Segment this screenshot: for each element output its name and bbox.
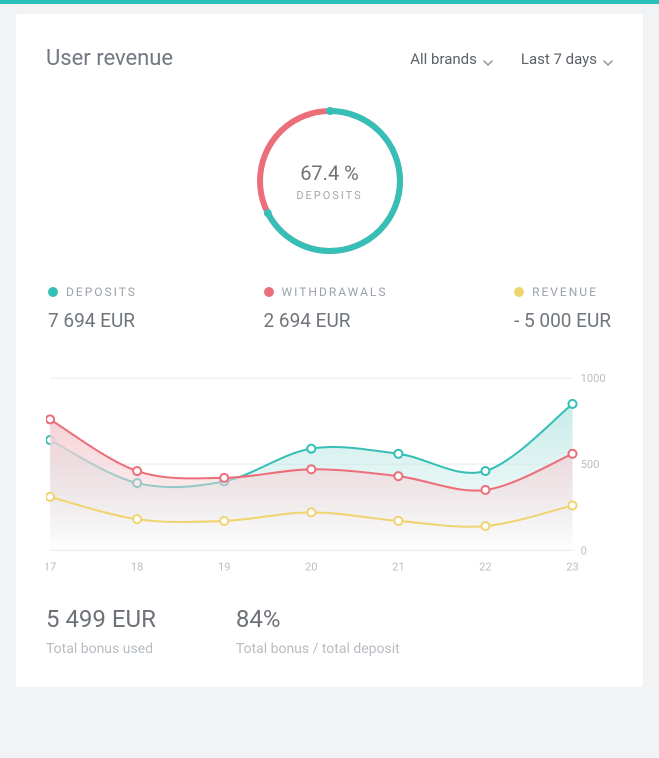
bonus-used-value: 5 499 EUR [46, 605, 156, 633]
metric-label: REVENUE [514, 285, 611, 299]
card-header: User revenue All brands Last 7 days [46, 46, 613, 71]
bonus-ratio-metric: 84% Total bonus / total deposit [236, 605, 400, 657]
donut-container: 67.4 % DEPOSITS [46, 101, 613, 261]
donut-percent: 67.4 % [300, 161, 359, 185]
brand-selector-label: All brands [410, 50, 477, 68]
card-title: User revenue [46, 46, 173, 71]
svg-text:21: 21 [392, 560, 405, 573]
line-chart-container: 0 500 1000 17 18 19 20 21 22 23 [46, 372, 613, 575]
metric-withdrawals: WITHDRAWALS 2 694 EUR [264, 285, 388, 332]
line-chart: 0 500 1000 17 18 19 20 21 22 23 [46, 372, 613, 575]
svg-text:1000: 1000 [581, 372, 606, 385]
metric-label: DEPOSITS [48, 285, 137, 299]
metrics-row: DEPOSITS 7 694 EUR WITHDRAWALS 2 694 EUR REV… [46, 285, 613, 332]
metric-label-text: REVENUE [532, 285, 598, 299]
svg-text:19: 19 [218, 560, 231, 573]
footer-metrics: 5 499 EUR Total bonus used 84% Total bon… [46, 605, 613, 657]
metric-revenue: REVENUE - 5 000 EUR [514, 285, 611, 332]
svg-text:20: 20 [305, 560, 318, 573]
brand-selector[interactable]: All brands [410, 50, 493, 68]
top-accent-stripe [0, 0, 659, 4]
dot-icon [514, 287, 524, 297]
chevron-down-icon [483, 54, 493, 64]
svg-text:17: 17 [46, 560, 56, 573]
metric-label-text: WITHDRAWALS [282, 285, 388, 299]
metric-value: 2 694 EUR [264, 309, 388, 332]
deposits-donut: 67.4 % DEPOSITS [250, 101, 410, 261]
range-selector[interactable]: Last 7 days [521, 50, 613, 68]
card-selectors: All brands Last 7 days [410, 50, 613, 68]
dot-icon [264, 287, 274, 297]
svg-text:0: 0 [581, 544, 587, 557]
donut-center: 67.4 % DEPOSITS [250, 101, 410, 261]
dot-icon [48, 287, 58, 297]
chevron-down-icon [603, 54, 613, 64]
svg-text:22: 22 [479, 560, 492, 573]
svg-text:23: 23 [566, 560, 579, 573]
metric-value: 7 694 EUR [48, 309, 137, 332]
metric-deposits: DEPOSITS 7 694 EUR [48, 285, 137, 332]
svg-text:18: 18 [131, 560, 144, 573]
range-selector-label: Last 7 days [521, 50, 597, 68]
metric-value: - 5 000 EUR [514, 309, 611, 332]
donut-caption: DEPOSITS [296, 189, 362, 202]
bonus-used-metric: 5 499 EUR Total bonus used [46, 605, 156, 657]
bonus-used-label: Total bonus used [46, 641, 156, 657]
metric-label: WITHDRAWALS [264, 285, 388, 299]
bonus-ratio-label: Total bonus / total deposit [236, 641, 400, 657]
svg-text:500: 500 [581, 458, 600, 471]
bonus-ratio-value: 84% [236, 605, 400, 633]
revenue-card: User revenue All brands Last 7 days 67.4… [16, 14, 643, 687]
metric-label-text: DEPOSITS [66, 285, 137, 299]
